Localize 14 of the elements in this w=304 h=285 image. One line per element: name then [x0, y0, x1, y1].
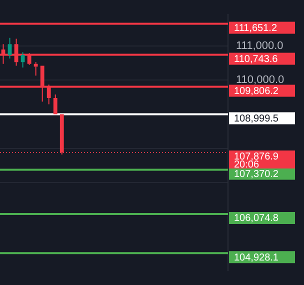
candlestick [8, 37, 12, 60]
y-tick-label: 111,000.0 [236, 40, 284, 52]
ref-line-label: 106,074.8 [234, 213, 279, 224]
candlestick [53, 94, 58, 114]
ref-line-label: 111,651.2 [234, 23, 278, 34]
candlestick [20, 52, 25, 68]
ref-line-label: 108,999.5 [234, 113, 279, 124]
ref-line-label: 107,370.2 [234, 169, 279, 180]
ref-line-label: 104,928.1 [234, 252, 279, 264]
y-tick-label: 110,000.0 [236, 74, 284, 86]
text: 20:06 [234, 160, 260, 171]
ref-line-label: 109,806.2 [234, 86, 279, 97]
ref-line-label: 110,743.6 [234, 54, 278, 65]
candlestick [34, 62, 38, 76]
